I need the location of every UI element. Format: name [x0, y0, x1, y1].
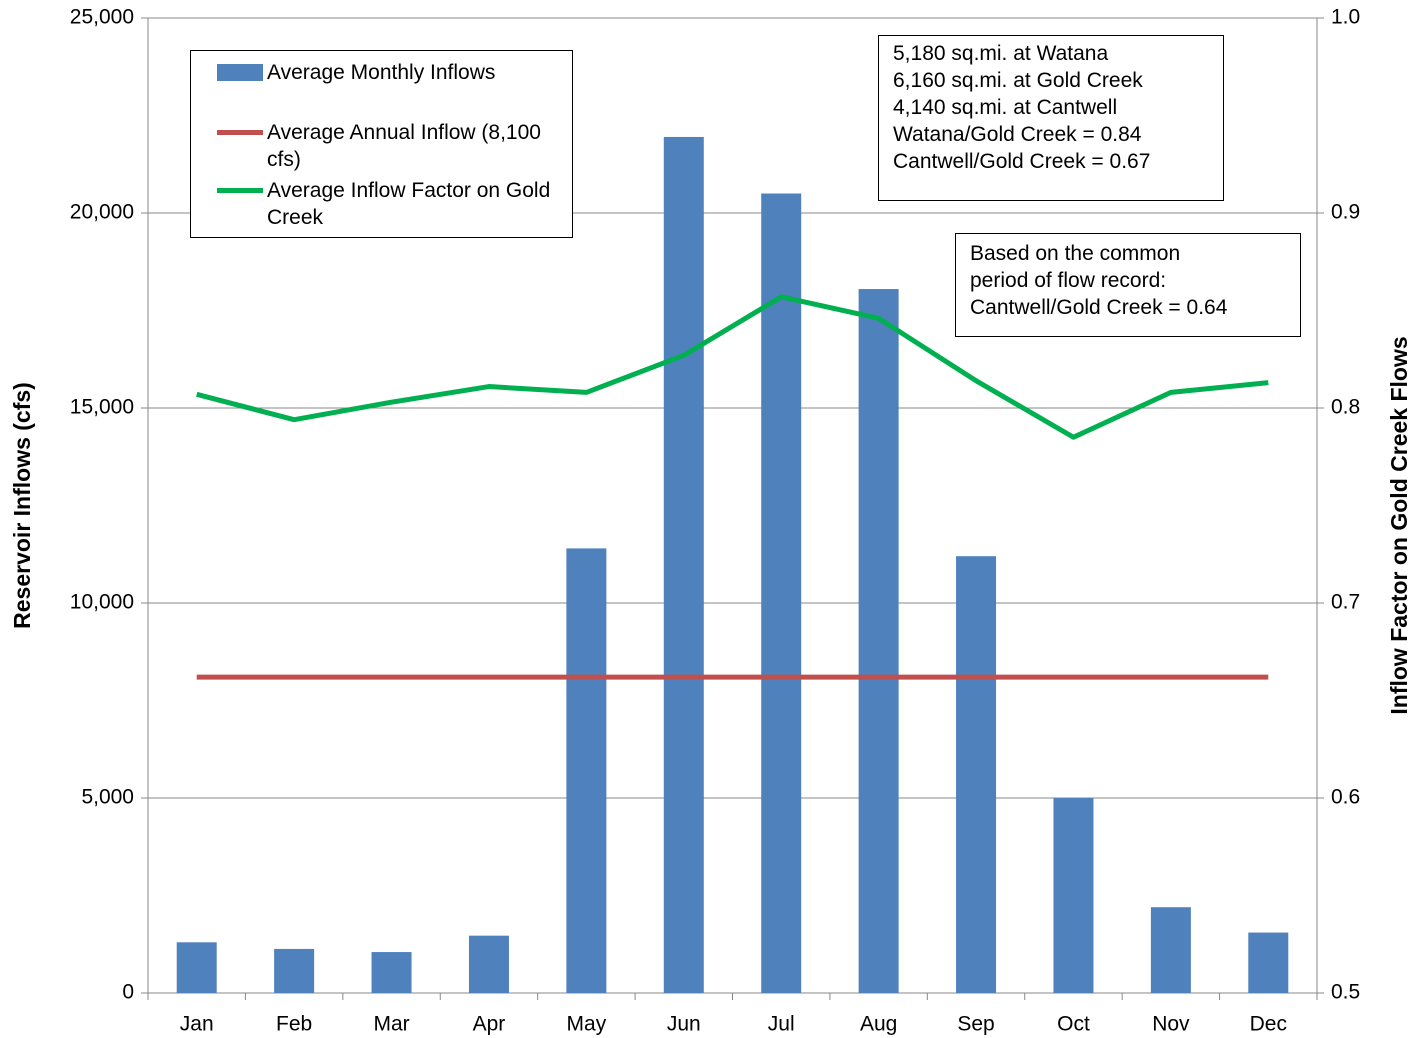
annotation-line: 4,140 sq.mi. at Cantwell: [893, 96, 1118, 119]
y-tick-label: 25,000: [70, 6, 134, 29]
x-tick-label: Nov: [1152, 1013, 1190, 1036]
x-tick-label: Sep: [957, 1013, 994, 1036]
y2-tick-label: 0.5: [1331, 981, 1360, 1004]
legend-label: Average Monthly Inflows: [267, 61, 496, 84]
legend-label: Average Annual Inflow (8,100 cfs): [267, 121, 541, 171]
bar: [761, 193, 802, 993]
y-tick-label: 5,000: [81, 786, 134, 809]
legend-entry: Average Annual Inflow (8,100 cfs): [217, 119, 562, 173]
bar: [176, 942, 217, 993]
bar: [274, 948, 315, 993]
annotation-line: period of flow record:: [970, 269, 1167, 292]
y-tick-label: 15,000: [70, 396, 134, 419]
bar: [1053, 798, 1094, 993]
legend: Average Monthly Inflows Average Annual In…: [190, 50, 573, 238]
x-tick-label: Dec: [1250, 1013, 1287, 1036]
bar: [663, 136, 704, 993]
annotation-line: Cantwell/Gold Creek = 0.67: [893, 150, 1151, 173]
y2-axis-title: Inflow Factor on Gold Creek Flows: [1386, 336, 1412, 714]
annotation-line: 6,160 sq.mi. at Gold Creek: [893, 69, 1143, 92]
legend-marker: [217, 188, 263, 193]
x-tick-label: Aug: [860, 1013, 897, 1036]
bar: [1248, 932, 1289, 993]
line: [196, 294, 1269, 440]
x-tick-label: Apr: [473, 1013, 506, 1036]
annotation: Based on the common period of flow record…: [955, 233, 1301, 337]
y-tick-label: 10,000: [70, 591, 134, 614]
x-tick-label: Oct: [1057, 1013, 1090, 1036]
annotation-line: 5,180 sq.mi. at Watana: [893, 42, 1109, 65]
bar: [566, 548, 607, 993]
x-tick-label: Jul: [768, 1013, 795, 1036]
bar: [1150, 907, 1191, 993]
bar: [956, 556, 997, 993]
y-axis-title: Reservoir Inflows (cfs): [9, 382, 35, 629]
legend-entry: Average Inflow Factor on Gold Creek: [217, 177, 562, 231]
x-tick-label: Feb: [276, 1013, 312, 1036]
y2-tick-label: 0.8: [1331, 396, 1360, 419]
legend-label: Average Inflow Factor on Gold Creek: [267, 179, 551, 229]
y2-tick-label: 0.9: [1331, 201, 1360, 224]
x-tick-label: Mar: [373, 1013, 409, 1036]
legend-swatch: [217, 177, 263, 204]
legend-swatch: [217, 119, 263, 146]
legend-marker: [217, 64, 263, 81]
annotation: 5,180 sq.mi. at Watana 6,160 sq.mi. at Go…: [878, 35, 1224, 201]
x-tick-label: Jun: [667, 1013, 701, 1036]
x-tick-label: Jan: [180, 1013, 214, 1036]
y2-tick-label: 0.6: [1331, 786, 1360, 809]
legend-marker: [217, 130, 263, 135]
y-tick-label: 20,000: [70, 201, 134, 224]
y-tick-label: 0: [122, 981, 134, 1004]
annotation-line: Cantwell/Gold Creek = 0.64: [970, 296, 1228, 319]
legend-entry: Average Monthly Inflows: [217, 59, 562, 86]
annotation-line: Watana/Gold Creek = 0.84: [893, 123, 1142, 146]
bar: [858, 289, 899, 993]
y2-tick-label: 1.0: [1331, 6, 1360, 29]
x-tick-label: May: [567, 1013, 607, 1036]
legend-swatch: [217, 59, 263, 86]
bar: [468, 935, 509, 993]
bar: [371, 952, 412, 993]
annotation-line: Based on the common: [970, 242, 1181, 265]
y2-tick-label: 0.7: [1331, 591, 1360, 614]
